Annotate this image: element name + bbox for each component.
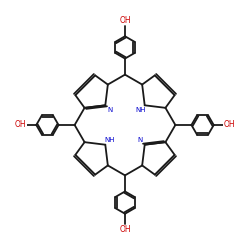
Text: NH: NH xyxy=(104,138,115,143)
Text: OH: OH xyxy=(119,16,131,25)
Text: N: N xyxy=(138,138,143,143)
Text: OH: OH xyxy=(223,120,235,130)
Text: OH: OH xyxy=(15,120,27,130)
Text: OH: OH xyxy=(119,225,131,234)
Text: NH: NH xyxy=(135,106,146,112)
Text: N: N xyxy=(107,106,112,112)
